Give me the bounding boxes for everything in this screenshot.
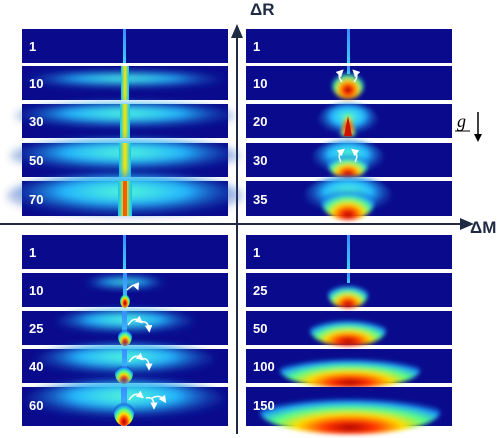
circulation-arrow-icon xyxy=(128,390,144,401)
frame-label: 25 xyxy=(29,321,43,336)
panel-tl-3: 30 xyxy=(15,103,235,138)
jet-stem xyxy=(120,104,130,138)
plume xyxy=(115,362,133,384)
quadrant-top-right: 1 10 20 30 35 xyxy=(246,29,452,220)
panel-br-2: 25 xyxy=(246,273,452,308)
panel-bl-2: 10 xyxy=(22,273,228,308)
panel-bl-5: 60 xyxy=(22,380,228,426)
frame-label: 1 xyxy=(253,245,260,260)
panel-tr-4: 30 xyxy=(246,140,452,178)
circulation-arrow-icon xyxy=(335,69,344,83)
circulation-arrow-icon xyxy=(351,148,360,163)
jet-stem xyxy=(121,66,129,100)
frame-label: 50 xyxy=(253,321,267,336)
circulation-arrow-icon xyxy=(352,69,361,83)
panel-tr-5: 35 xyxy=(246,176,452,220)
panel-tr-1: 1 xyxy=(246,29,452,63)
panel-tl-2: 10 xyxy=(22,66,228,100)
jet-stem xyxy=(347,29,350,63)
panel-bl-4: 40 xyxy=(22,344,228,384)
plume xyxy=(260,390,440,434)
frame-label: 1 xyxy=(253,39,260,54)
panel-bl-3: 25 xyxy=(22,310,228,346)
circulation-arrow-icon xyxy=(145,396,158,410)
gravity-arrow-icon xyxy=(474,134,482,142)
panel-br-3: 50 xyxy=(246,311,452,346)
circulation-arrow-icon xyxy=(151,394,167,404)
panel-tl-4: 50 xyxy=(10,139,240,177)
panel-bl-1: 1 xyxy=(22,235,228,269)
plume-core xyxy=(344,116,352,136)
panel-br-1: 1 xyxy=(246,235,452,269)
frame-label: 35 xyxy=(253,192,267,207)
panel-tl-5: 70 xyxy=(7,174,243,218)
jet-stem xyxy=(119,143,131,177)
jet-stem xyxy=(123,273,127,307)
frame-label: 1 xyxy=(29,39,36,54)
plume xyxy=(322,184,374,220)
frame-label: 40 xyxy=(29,359,43,374)
plume xyxy=(310,314,386,346)
plume xyxy=(120,292,130,308)
circulation-arrow-icon xyxy=(127,315,143,326)
panel-br-5: 150 xyxy=(246,387,452,434)
frame-label: 10 xyxy=(253,76,267,91)
frame-label: 30 xyxy=(29,114,43,129)
jet-core xyxy=(123,181,127,216)
gravity-label: g xyxy=(457,111,466,131)
quadrant-top-left: 1 10 30 50 70 xyxy=(7,29,243,218)
circulation-arrow-icon xyxy=(128,352,144,363)
circulation-arrow-icon xyxy=(336,148,345,163)
jet-stem xyxy=(123,29,126,63)
circulation-arrow-icon xyxy=(139,320,153,333)
gravity-indicator: g xyxy=(455,111,482,142)
quadrant-bottom-right: 1 25 50 100 150 xyxy=(246,235,452,434)
vertical-axis-label: ΔR xyxy=(250,0,275,19)
jet-stem xyxy=(347,235,350,269)
plume xyxy=(280,352,420,388)
plume xyxy=(328,280,368,308)
frame-label: 50 xyxy=(29,153,43,168)
frame-label: 10 xyxy=(29,283,43,298)
horizontal-axis-arrow-icon xyxy=(460,218,474,230)
frame-label: 25 xyxy=(253,283,267,298)
frame-label: 150 xyxy=(253,398,275,413)
panel-tl-1: 1 xyxy=(22,29,228,63)
frame-label: 20 xyxy=(253,114,267,129)
circulation-arrow-icon xyxy=(140,357,153,371)
frame-label: 60 xyxy=(29,398,43,413)
plume xyxy=(332,69,364,99)
jet-stem xyxy=(123,235,126,269)
frame-label: 70 xyxy=(29,192,43,207)
plume xyxy=(114,398,134,426)
plume xyxy=(328,150,368,178)
frame-label: 30 xyxy=(253,153,267,168)
quadrant-bottom-left: 1 10 25 40 xyxy=(22,235,228,426)
circulation-arrow-icon xyxy=(126,282,140,291)
panel-br-4: 100 xyxy=(246,349,452,388)
plume xyxy=(118,326,132,346)
panel-tr-2: 10 xyxy=(246,66,452,100)
frame-label: 1 xyxy=(29,245,36,260)
panel-tr-3: 20 xyxy=(246,103,452,138)
frame-label: 100 xyxy=(253,359,275,374)
jet-stem xyxy=(347,273,350,283)
frame-label: 10 xyxy=(29,76,43,91)
horizontal-axis-label: ΔM xyxy=(470,218,496,237)
vertical-axis-arrow-icon xyxy=(231,24,243,38)
